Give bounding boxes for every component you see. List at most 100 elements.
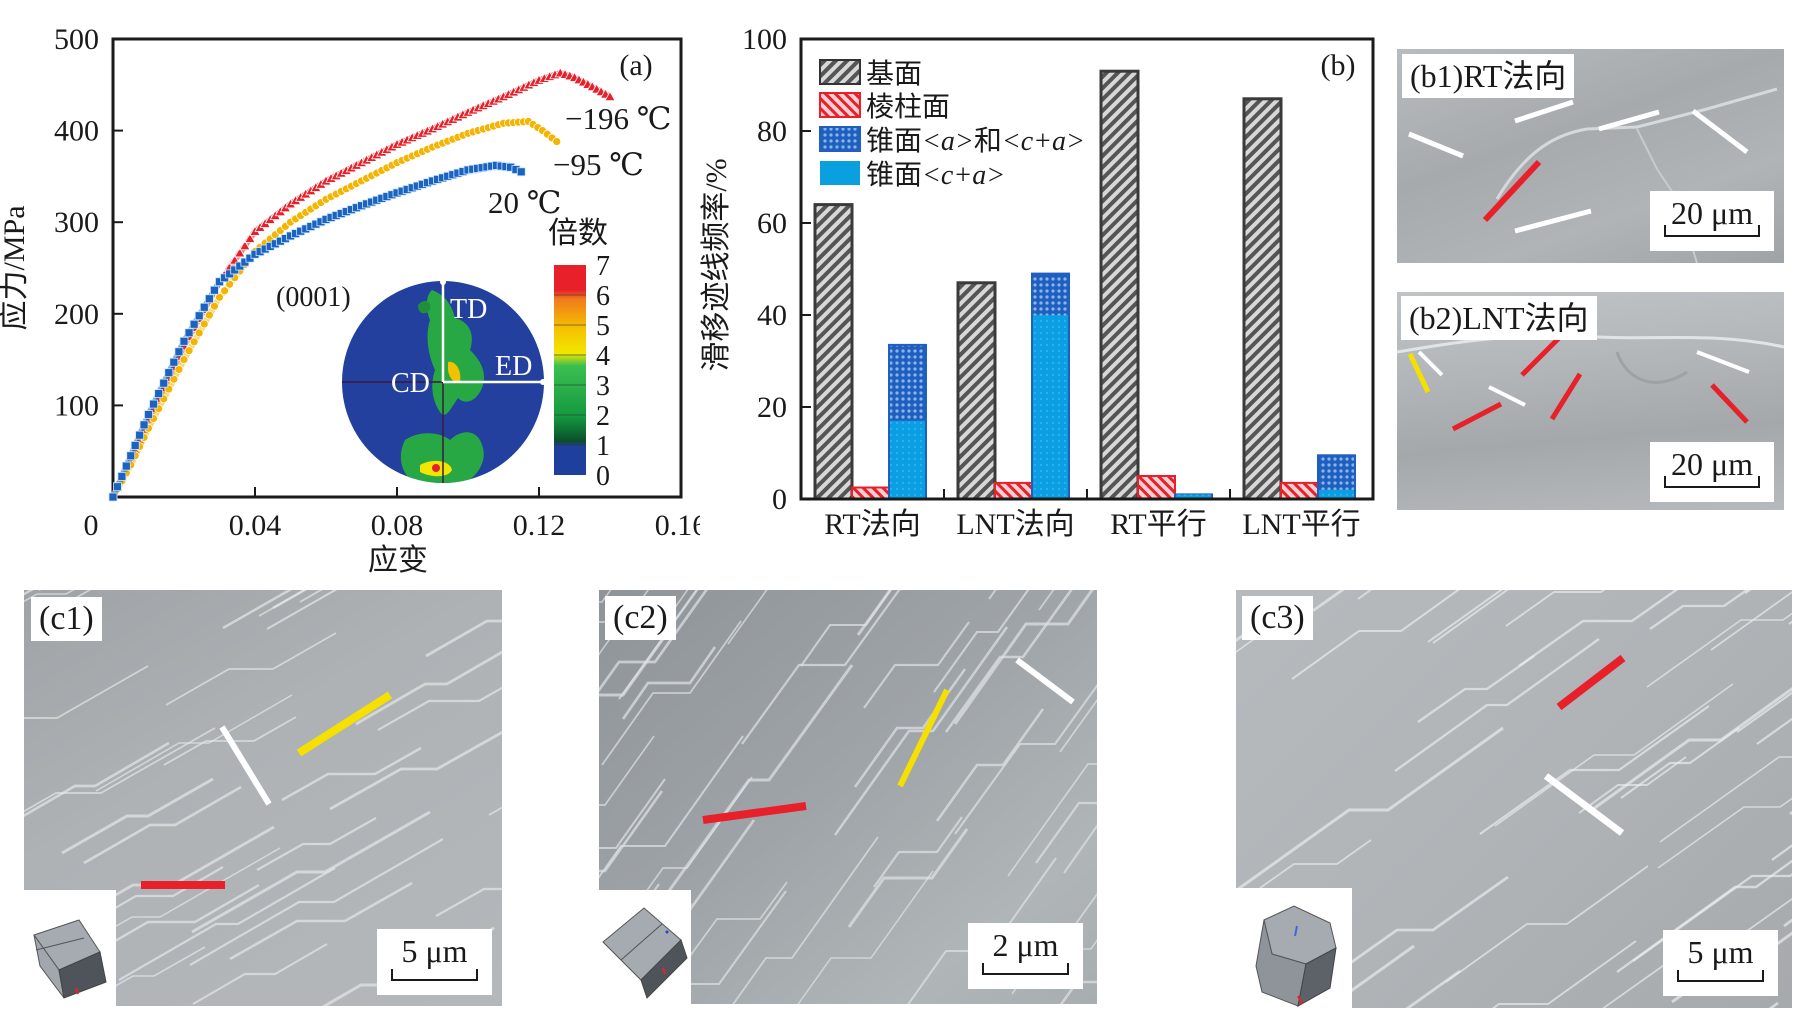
data-point [225, 279, 235, 289]
x-axis-label: 应变 [368, 544, 428, 575]
pole-figure-contour-green [426, 290, 485, 415]
data-point [149, 399, 158, 409]
data-point [204, 310, 214, 320]
legend-swatch-pyramidal-a-ca [819, 126, 861, 152]
data-point [154, 389, 164, 399]
data-point [189, 319, 199, 329]
legend-label-pyramidal-a-ca: 锥面<a>和<c+a> [866, 125, 1085, 157]
data-point [210, 301, 219, 311]
bar-pyramidal-ca [1319, 489, 1354, 499]
pole-figure-hotspot-top [448, 361, 461, 383]
trace-white [1514, 99, 1574, 124]
trace-red [1482, 159, 1542, 223]
data-point [184, 328, 194, 338]
panel-label-a: (a) [619, 49, 652, 82]
sem-image-c2: (c2) 2 μm [599, 590, 1097, 1004]
sem-image-c3: (c3) 5 μm [1236, 590, 1792, 1008]
image-label-b1: (b1)RT法向 [1402, 54, 1575, 98]
panel-label-b: (b) [1321, 49, 1356, 82]
pole-figure-peak [432, 464, 440, 472]
y-tick-label: 200 [54, 298, 99, 331]
data-point [552, 137, 562, 146]
sem-image-b2: (b2)LNT法向 20 μm [1397, 292, 1784, 510]
y-axis-label: 应力/MPa [0, 205, 31, 330]
crystal-inset-c2 [599, 890, 691, 1004]
trace-red [1556, 654, 1626, 711]
series-label-20: 20 ℃ [488, 185, 561, 220]
data-point [204, 294, 214, 304]
trace-red [1451, 401, 1503, 432]
scale-bar-b1: 20 μm [1650, 191, 1774, 251]
pole-figure-title: (0001) [276, 282, 351, 313]
y-tick-label: 300 [54, 206, 99, 239]
data-point [199, 319, 209, 329]
y-tick-label: 60 [757, 207, 787, 240]
data-point [113, 482, 122, 492]
trace-white [1488, 385, 1526, 407]
scale-bar-c3: 5 μm [1663, 930, 1778, 996]
data-point [179, 355, 189, 365]
trace-white [1696, 350, 1750, 374]
y-tick-label: 80 [757, 115, 787, 148]
data-point [159, 378, 169, 388]
bar-basal [1242, 97, 1283, 501]
hcp-crystal-icon [1255, 905, 1337, 1007]
sem-image-b1: (b1)RT法向 20 μm [1397, 49, 1784, 263]
data-point [244, 232, 256, 243]
data-point [174, 347, 184, 357]
trace-red [1710, 383, 1749, 424]
bar-pyramidal-ca [1176, 494, 1211, 499]
data-point [169, 357, 179, 367]
data-point [194, 311, 204, 321]
data-point [210, 285, 219, 295]
colorbar-tick-label: 4 [596, 341, 610, 372]
data-point [194, 328, 204, 338]
colorbar-tick-label: 1 [596, 431, 610, 462]
y-tick-label: 0 [772, 483, 787, 516]
legend-swatch-basal [819, 59, 861, 85]
scale-bar-label: 2 μm [992, 927, 1059, 963]
pole-figure-contour-green-top [418, 300, 431, 314]
trace-yellow [1407, 352, 1431, 394]
x-tick-label: RT法向 [824, 508, 921, 541]
scale-bar-label: 20 μm [1670, 195, 1754, 231]
data-point [126, 451, 136, 461]
data-point [121, 461, 131, 471]
image-label-c2: (c2) [605, 596, 676, 640]
slip-traces-c1 [24, 590, 502, 1006]
scale-bar-label: 5 μm [1687, 934, 1754, 970]
x-tick-label: LNT法向 [956, 508, 1074, 541]
scale-bar-label: 20 μm [1670, 446, 1754, 482]
sem-image-c1: (c1) 5 μm [24, 590, 502, 1006]
data-point [189, 337, 199, 347]
legend-label-basal: 基面 [866, 58, 922, 90]
colorbar-title: 倍数 [548, 217, 608, 250]
data-point [215, 292, 224, 302]
data-point [130, 441, 140, 450]
trace-white [1408, 131, 1464, 159]
colorbar-tick-label: 0 [596, 461, 610, 492]
trace-red [1549, 372, 1583, 421]
legend: 基面 棱柱面 锥面<a>和<c+a> 锥面<c+a> [819, 58, 1085, 191]
trace-white [1417, 350, 1444, 377]
hcp-crystal-icon [602, 907, 688, 999]
trace-white [1514, 208, 1592, 234]
y-tick-label: 100 [54, 389, 99, 422]
series-label-95: −95 ℃ [553, 147, 644, 182]
data-point [135, 430, 145, 440]
trace-red [1520, 332, 1565, 377]
legend-label-pyramidal-ca: 锥面<c+a> [866, 159, 1005, 191]
colorbar-tick-label: 2 [596, 401, 610, 432]
slip-traces-b2 [1397, 332, 1784, 432]
data-point [184, 346, 194, 356]
trace-yellow [296, 691, 393, 757]
data-point [169, 374, 179, 384]
cd-label: CD [391, 368, 430, 399]
colorbar-tick-label: 7 [596, 251, 610, 282]
data-point [604, 90, 616, 102]
data-point [174, 365, 184, 374]
legend-swatch-pyramidal-ca [820, 161, 860, 185]
colorbar-tick-label: 5 [596, 311, 610, 342]
x-tick-label: RT平行 [1110, 508, 1207, 541]
